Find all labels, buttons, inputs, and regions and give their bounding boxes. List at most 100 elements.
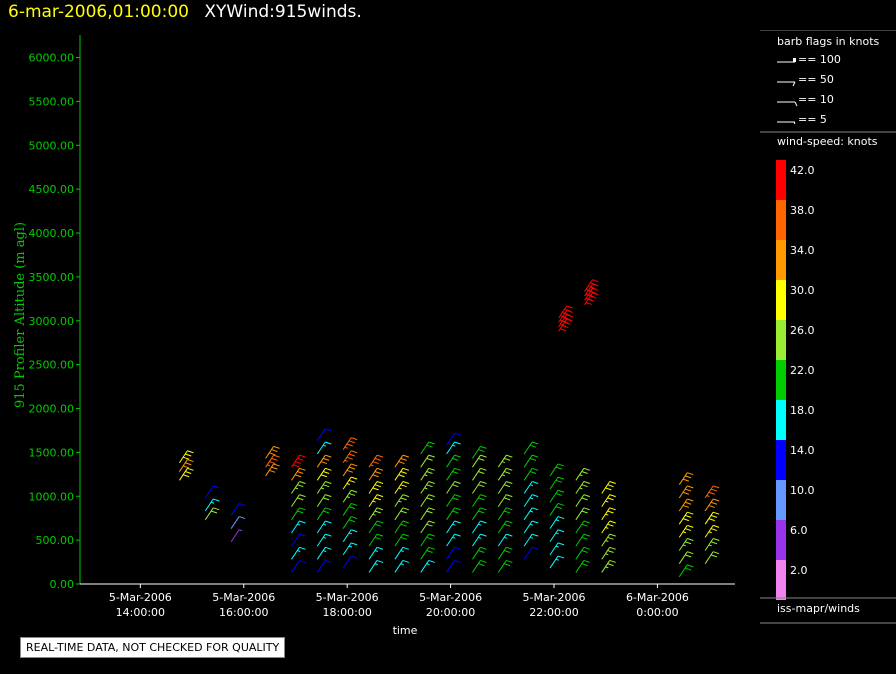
barb-half-flag (708, 544, 712, 547)
barb-flag (187, 450, 194, 454)
barb-flag (587, 285, 595, 289)
barb-flag (557, 489, 565, 493)
wind-barb (316, 481, 332, 494)
barb-flag (506, 481, 513, 484)
barb-flag (607, 523, 614, 527)
wind-barb (291, 507, 306, 521)
barb-flag (454, 520, 461, 524)
barb-staff (342, 542, 352, 556)
barb-staff (291, 468, 300, 481)
x-axis-label: time (393, 624, 418, 637)
barb-flag (478, 563, 485, 567)
barb-flag (585, 293, 593, 297)
barb-staff (523, 468, 533, 481)
barb-flag (506, 494, 513, 498)
barb-staff (601, 494, 611, 507)
barb-flag (325, 533, 332, 537)
barb-half-flag (348, 532, 353, 535)
barb-half-flag (682, 544, 687, 547)
barb-staff (575, 520, 585, 534)
barb-staff (678, 485, 688, 499)
wind-barb (497, 533, 513, 547)
barb-flag (294, 474, 302, 478)
wind-barb (291, 533, 306, 547)
wind-barb (678, 485, 694, 499)
barb-staff (342, 476, 352, 490)
barb-flag (325, 428, 332, 432)
barb-staff (394, 507, 404, 521)
barb-staff (472, 468, 481, 481)
wind-barb (446, 546, 461, 560)
barb-flag (374, 471, 381, 474)
barb-flag (506, 467, 513, 471)
barb-staff (523, 454, 533, 468)
barb-flag (531, 507, 539, 511)
barb-half-flag (555, 545, 559, 548)
barb-flag (506, 559, 513, 563)
barb-flag (682, 478, 690, 482)
barb-flag (185, 471, 192, 474)
barb-staff (472, 560, 481, 573)
barb-legend-label: == 10 (798, 93, 834, 106)
barb-half-flag (529, 497, 534, 500)
barb-flag (503, 523, 511, 527)
barb-flag (581, 550, 588, 553)
barb-flag (402, 533, 410, 537)
barb-flag (351, 542, 358, 546)
barb-flag (712, 524, 720, 528)
barb-flag (581, 536, 588, 540)
barb-staff (420, 441, 430, 455)
barb-flag (684, 528, 692, 532)
wind-barb (230, 502, 246, 516)
speed-legend-title: wind-speed: knots (777, 135, 878, 148)
y-tick-label: 2000.00 (29, 403, 75, 416)
barb-staff (316, 494, 326, 507)
barb-flag (428, 467, 435, 471)
x-tick-time: 20:00:00 (426, 606, 475, 619)
barb-flag (555, 466, 562, 470)
barb-flag (402, 520, 410, 524)
wind-barb (549, 489, 565, 503)
barb-flag (182, 456, 190, 460)
wind-barb (446, 467, 461, 481)
wind-barb (230, 529, 243, 543)
x-tick-time: 0:00:00 (636, 606, 678, 619)
wind-barb (420, 520, 435, 534)
barb-half-flag (579, 487, 583, 490)
barb-flag (398, 461, 405, 465)
barb-staff (601, 481, 611, 494)
wind-barb (523, 441, 539, 455)
barb-flag (428, 533, 435, 537)
barb-flag (299, 454, 306, 458)
barb-flag (452, 510, 459, 514)
barb-flag (320, 461, 328, 465)
barb-flag (273, 454, 280, 458)
barb-flag (590, 282, 597, 286)
barb-flag (374, 536, 381, 540)
barb-staff (549, 476, 559, 490)
barb-staff (394, 520, 404, 534)
barb-flag (182, 474, 190, 478)
wind-barb (575, 520, 591, 534)
barb-half-flag (266, 464, 271, 467)
wind-barb (678, 498, 694, 512)
barb-flag (376, 559, 384, 563)
barb-flag (682, 504, 690, 508)
barb-flag (708, 518, 715, 522)
barb-flag (376, 467, 384, 471)
wind-barb (368, 467, 384, 481)
barb-staff (704, 511, 714, 525)
wind-barb (472, 494, 487, 507)
barb-half-flag (605, 553, 609, 556)
barb-flag (605, 487, 612, 491)
barb-flag (585, 301, 593, 305)
barb-flag (402, 481, 410, 484)
wind-barb (316, 546, 332, 560)
wind-barb (316, 454, 332, 468)
barb-flag (555, 492, 562, 496)
barb-staff (316, 547, 326, 560)
barb-flag (557, 555, 565, 559)
barb-staff (446, 481, 456, 494)
barb-flag (506, 507, 513, 511)
barb-flag (400, 484, 407, 488)
